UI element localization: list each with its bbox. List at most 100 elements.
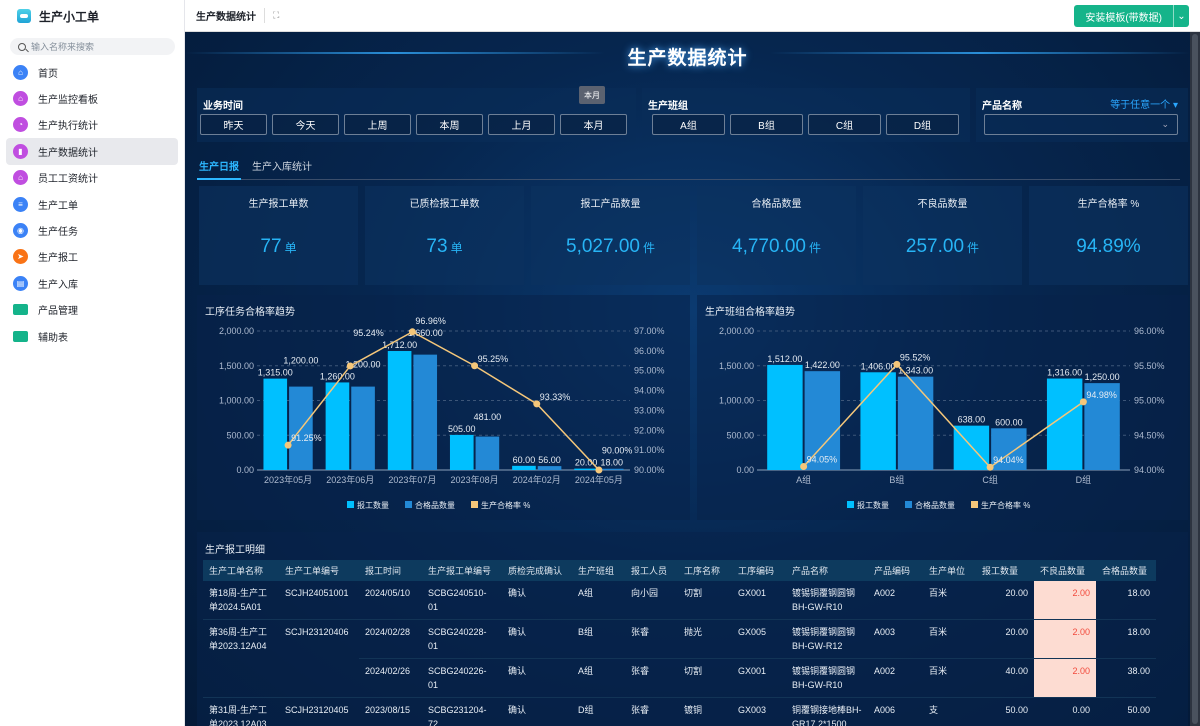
bar-qualified — [897, 376, 934, 470]
column-header[interactable]: 工序编码 — [732, 560, 786, 581]
send-icon: ➤ — [13, 249, 28, 265]
cell-process: 切割 — [678, 581, 732, 620]
y2-tick-label: 96.00% — [1134, 326, 1165, 336]
cell-qty: 50.00 — [976, 697, 1034, 726]
table-row[interactable]: 第18周-生产工单2024.5A01 SCJH24051001 2024/05/10… — [203, 581, 1156, 620]
team-filter-button[interactable]: A组 — [652, 114, 725, 135]
line-data-label: 93.33% — [540, 392, 571, 402]
cell-qc: 确认 — [502, 658, 572, 698]
sidebar-item[interactable]: ⌂ 首页 — [6, 59, 178, 85]
legend-swatch — [905, 501, 912, 508]
table-row[interactable]: 第31周-生产工单2023.12A03 SCJH23120405 2023/08/1… — [203, 697, 1156, 726]
line-data-label: 94.98% — [1086, 390, 1117, 400]
x-tick-label: C组 — [982, 474, 998, 485]
cell-worker: 张睿 — [625, 658, 678, 698]
cell-product-code: A006 — [868, 697, 923, 726]
kpi-card: 报工产品数量 5,027.00 件 — [531, 186, 690, 285]
column-header[interactable]: 产品名称 — [786, 560, 868, 581]
cell-order-name: 第18周-生产工单2024.5A01 — [203, 581, 279, 620]
cell-time: 2024/02/28 — [359, 619, 422, 659]
sidebar-item[interactable]: ◉ 生产任务 — [6, 217, 178, 243]
sidebar-item[interactable]: ≡ 生产工单 — [6, 191, 178, 217]
pass-rate-point — [346, 362, 354, 370]
section-title: 生产报工明细 — [205, 545, 265, 556]
header-decoration — [185, 52, 605, 54]
table-row[interactable]: 2024/02/26 SCBG240226-01 确认 A组 张睿 切割 GX001 镀锡铜覆… — [203, 658, 1156, 698]
team-filter-button[interactable]: D组 — [886, 114, 959, 135]
install-template-button[interactable]: 安装模板(带数据) ⌄ — [1074, 5, 1189, 27]
sidebar-item[interactable]: ⌂ 生产监控看板 — [6, 85, 178, 111]
chevron-down-icon[interactable]: ⌄ — [1173, 5, 1189, 27]
column-header[interactable]: 生产报工单编号 — [422, 560, 502, 581]
sidebar-item-label: 生产工单 — [38, 200, 78, 212]
team-filter-button[interactable]: B组 — [730, 114, 803, 135]
sidebar-item-label: 生产监控看板 — [38, 95, 98, 107]
x-tick-label: B组 — [889, 474, 904, 485]
column-header[interactable]: 报工人员 — [625, 560, 678, 581]
cell-process-code: GX001 — [732, 581, 786, 620]
scrollbar-thumb[interactable] — [1192, 34, 1198, 724]
sidebar-item[interactable]: 辅助表 — [6, 323, 178, 349]
column-header[interactable]: 产品编码 — [868, 560, 923, 581]
column-header[interactable]: 生产班组 — [572, 560, 625, 581]
cell-team: A组 — [572, 581, 625, 620]
kpi-value-wrap: 77 单 — [199, 236, 358, 258]
bar-data-label: 1,406.00 — [861, 361, 896, 371]
pass-rate-point — [800, 463, 808, 471]
column-header[interactable]: 报工时间 — [359, 560, 422, 581]
sidebar-item[interactable]: 产品管理 — [6, 297, 178, 323]
cell-qc: 确认 — [502, 619, 572, 659]
cell-team: B组 — [572, 619, 625, 659]
home-icon: ⌂ — [13, 64, 28, 80]
time-filter-button[interactable]: 本周 — [416, 114, 483, 135]
sidebar-item[interactable]: ▤ 生产入库 — [6, 270, 178, 296]
time-filter-button[interactable]: 上月 — [488, 114, 555, 135]
sidebar-item[interactable]: ▮ 生产数据统计 — [6, 138, 178, 165]
sidebar-item[interactable]: ◔ 生产执行统计 — [6, 112, 178, 138]
column-header[interactable]: 生产工单编号 — [279, 560, 359, 581]
search-icon — [18, 42, 26, 51]
kpi-value-wrap: 257.00 件 — [863, 236, 1022, 258]
team-pass-rate-chart: 生产班组合格率趋势 0.00 500.00 1,000.00 1,500.00 2,00… — [697, 295, 1188, 520]
y2-tick-label: 96.00% — [634, 346, 665, 356]
install-template-label[interactable]: 安装模板(带数据) — [1085, 12, 1162, 24]
y2-tick-label: 94.00% — [634, 386, 665, 396]
time-filter-button[interactable]: 昨天 — [200, 114, 267, 135]
column-header[interactable]: 工序名称 — [678, 560, 732, 581]
column-header[interactable]: 生产单位 — [923, 560, 976, 581]
column-header[interactable]: 不良品数量 — [1034, 560, 1096, 581]
tab-daily-report[interactable]: 生产日报 — [197, 158, 241, 180]
legend-label: 生产合格率 % — [481, 500, 530, 510]
team-filter-button[interactable]: C组 — [808, 114, 881, 135]
cell-product-code: A003 — [868, 619, 923, 659]
cell-worker: 张睿 — [625, 697, 678, 726]
cell-good: 50.00 — [1096, 697, 1156, 726]
tab-bar: 生产日报 生产入库统计 — [197, 152, 1180, 180]
kpi-label: 已质检报工单数 — [409, 199, 480, 210]
match-mode-dropdown[interactable]: 等于任意一个 ▾ — [1110, 100, 1178, 111]
bar-data-label: 56.00 — [538, 455, 561, 465]
kpi-card: 生产报工单数 77 单 — [199, 186, 358, 285]
bar-data-label: 1,315.00 — [258, 368, 293, 378]
time-filter-button[interactable]: 上周 — [344, 114, 411, 135]
scrollbar[interactable] — [1190, 32, 1200, 726]
search-input[interactable]: 输入名称来搜索 — [10, 38, 175, 55]
column-header[interactable]: 合格品数量 — [1096, 560, 1156, 581]
y2-tick-label: 92.00% — [634, 425, 665, 435]
column-header[interactable]: 生产工单名称 — [203, 560, 279, 581]
cell-report-no: SCBG240226-01 — [422, 658, 502, 698]
bar-qualified — [804, 371, 841, 470]
table-row[interactable]: 第36周-生产工单2023.12A04 SCJH23120406 2024/02/2… — [203, 619, 1156, 698]
column-header[interactable]: 报工数量 — [976, 560, 1034, 581]
fullscreen-icon[interactable]: ⛶ — [273, 10, 280, 20]
time-filter-button[interactable]: 本月 — [560, 114, 627, 135]
tab-warehouse-stats[interactable]: 生产入库统计 — [252, 162, 312, 173]
time-filter-button[interactable]: 今天 — [272, 114, 339, 135]
bar-reported — [263, 378, 288, 470]
cell-report-no: SCBG240510-01 — [422, 581, 502, 620]
sidebar-item[interactable]: ➤ 生产报工 — [6, 244, 178, 270]
y-tick-label: 1,500.00 — [719, 361, 754, 371]
column-header[interactable]: 质检完成确认 — [502, 560, 572, 581]
sidebar-item[interactable]: ⌂ 员工工资统计 — [6, 165, 178, 191]
product-select[interactable]: ⌄ — [984, 114, 1178, 135]
